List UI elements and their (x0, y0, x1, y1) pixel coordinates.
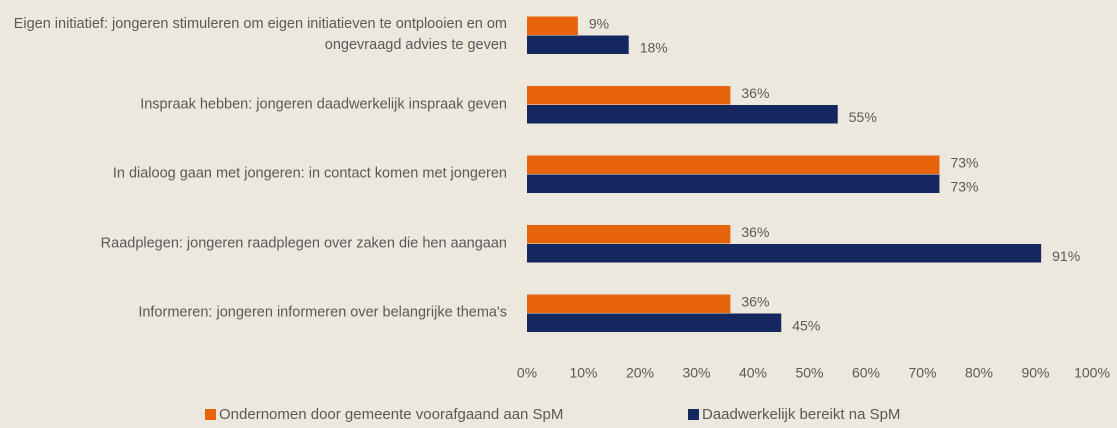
legend-label: Daadwerkelijk bereikt na SpM (702, 406, 900, 423)
x-tick-label: 70% (908, 365, 936, 381)
legend-label: Ondernomen door gemeente voorafgaand aan… (219, 406, 563, 423)
category-label: Informeren: jongeren informeren over bel… (138, 304, 507, 321)
x-tick-label: 50% (795, 365, 823, 381)
bar (527, 16, 578, 35)
bar (527, 155, 940, 174)
legend-swatch (205, 409, 216, 420)
x-tick-label: 80% (965, 365, 993, 381)
value-label: 91% (1052, 248, 1080, 264)
value-label: 36% (741, 85, 769, 101)
bar (527, 174, 940, 193)
bar (527, 86, 731, 105)
value-label: 18% (640, 40, 668, 56)
x-tick-label: 20% (626, 365, 654, 381)
category-label: Inspraak hebben: jongeren daadwerkelijk … (140, 96, 507, 112)
x-tick-label: 40% (739, 365, 767, 381)
category-label: In dialoog gaan met jongeren: in contact… (112, 165, 507, 182)
category-label: Eigen initiatief: jongeren stimuleren om… (13, 16, 507, 53)
x-tick-label: 90% (1021, 365, 1049, 381)
x-tick-label: 100% (1074, 365, 1110, 381)
value-label: 73% (950, 155, 978, 171)
x-tick-label: 10% (569, 365, 597, 381)
bar (527, 225, 731, 244)
bar (527, 35, 629, 54)
x-tick-label: 60% (852, 365, 880, 381)
value-label: 55% (849, 109, 877, 125)
category-label: Raadplegen: jongeren raadplegen over zak… (100, 235, 507, 251)
bar (527, 244, 1042, 263)
value-label: 36% (741, 294, 769, 310)
bar (527, 294, 731, 313)
bar (527, 105, 838, 124)
value-label: 73% (950, 179, 978, 195)
x-tick-label: 0% (517, 365, 537, 381)
value-label: 36% (741, 224, 769, 240)
value-label: 45% (792, 318, 820, 334)
legend-swatch (688, 409, 699, 420)
value-label: 9% (589, 16, 609, 32)
bar (527, 313, 782, 332)
x-tick-label: 30% (682, 365, 710, 381)
